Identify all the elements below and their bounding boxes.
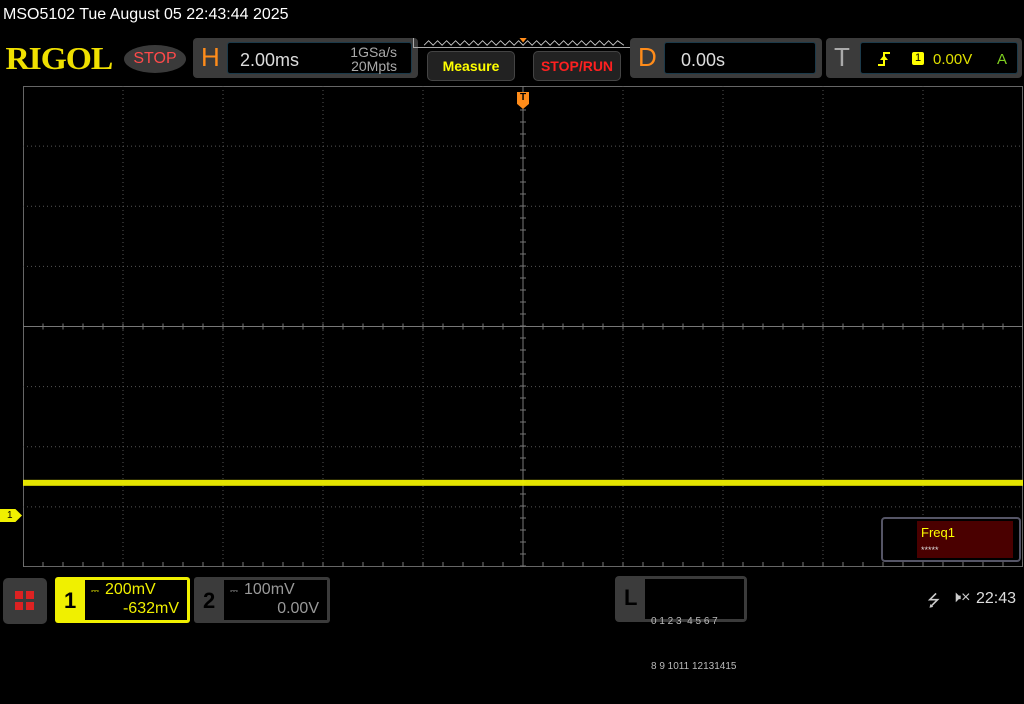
- run-state-badge[interactable]: STOP: [124, 45, 186, 73]
- trigger-letter: T: [834, 42, 850, 72]
- waveform-position-bar: [413, 38, 635, 48]
- ch1-offset: -632mV: [122, 600, 179, 617]
- sample-rate: 1GSa/s: [350, 44, 397, 60]
- usb-icon: ⭍: [927, 593, 941, 610]
- ch1-trace: [23, 479, 1023, 486]
- horizontal-letter: H: [201, 42, 220, 72]
- dc-coupling-icon: ⎓: [230, 586, 238, 597]
- ch2-scale: 100mV: [244, 581, 295, 598]
- logic-letter: L: [624, 585, 638, 610]
- rising-edge-icon: [878, 52, 890, 66]
- dc-coupling-icon: ⎓: [91, 586, 99, 597]
- trigger-position-marker[interactable]: T: [517, 92, 529, 109]
- grid-menu-icon: [15, 591, 34, 610]
- speaker-muted-icon[interactable]: 🕨×: [951, 589, 971, 606]
- trigger-mode: A: [996, 51, 1007, 68]
- ch2-offset: 0.00V: [277, 600, 319, 617]
- main-menu-button[interactable]: [3, 578, 47, 624]
- ch1-offset-marker[interactable]: 1: [0, 509, 22, 522]
- trigger-level: 0.00V: [933, 51, 973, 68]
- rigol-logo: RIGOL: [5, 40, 113, 76]
- trigger-panel[interactable]: T 1 0.00V A: [826, 38, 1022, 78]
- ch1-scale: 200mV: [105, 581, 156, 598]
- delay-panel[interactable]: D 0.00s: [630, 38, 822, 78]
- trigger-source-badge: 1: [912, 52, 924, 65]
- measure-value: *****: [921, 545, 939, 555]
- measurement-box[interactable]: Freq1 *****: [881, 517, 1021, 562]
- ch1-number: 1: [64, 588, 77, 613]
- ch1-panel[interactable]: 1 ⎓ 200mV -632mV: [55, 577, 190, 623]
- delay-letter: D: [638, 42, 657, 72]
- waveform-graticule: [23, 86, 1023, 567]
- clock: 22:43: [976, 590, 1017, 607]
- logic-channels-row1: 0 1 2 3 4 5 6 7: [651, 616, 718, 627]
- delay-value: 0.00s: [681, 50, 726, 70]
- horizontal-panel[interactable]: H 2.00ms 1GSa/s 20Mpts: [193, 38, 418, 78]
- measure-label: Freq1: [921, 525, 955, 540]
- ch2-panel[interactable]: 2 ⎓ 100mV 0.00V: [194, 577, 330, 623]
- timebase: 2.00ms: [240, 50, 300, 70]
- ch2-number: 2: [203, 588, 216, 613]
- logic-panel[interactable]: L 0 1 2 3 4 5 6 7 8 9 1011 12131415: [615, 576, 747, 672]
- stop-run-button[interactable]: STOP/RUN: [533, 51, 621, 81]
- logic-channels-row2: 8 9 1011 12131415: [651, 661, 737, 672]
- measure-button[interactable]: Measure: [427, 51, 515, 81]
- status-title: MSO5102 Tue August 05 22:43:44 2025: [3, 6, 289, 23]
- memory-depth: 20Mpts: [351, 58, 397, 74]
